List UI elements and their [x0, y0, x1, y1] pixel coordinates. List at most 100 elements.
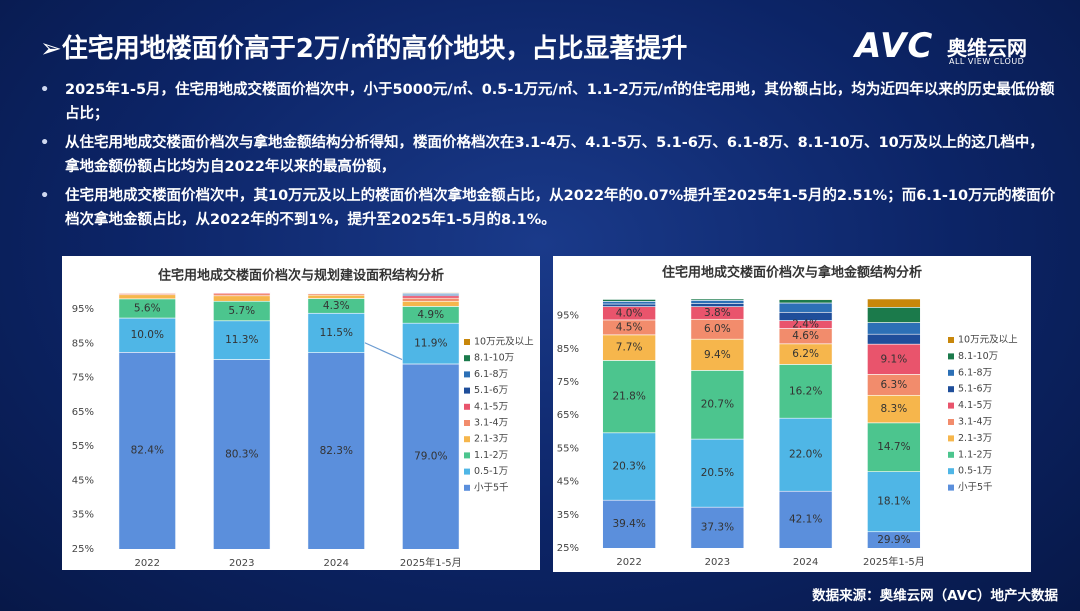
y-tick-label: 75% — [72, 373, 94, 384]
bar-segment — [118, 317, 176, 353]
x-tick-label: 2025年1-5月 — [400, 556, 462, 569]
bar-segment — [690, 299, 745, 301]
y-tick-label: 55% — [557, 443, 579, 454]
data-label: 4.9% — [417, 309, 444, 321]
data-label: 11.5% — [320, 327, 353, 339]
legend-swatch — [464, 452, 470, 459]
data-label: 29.9% — [877, 534, 910, 546]
bar-segment — [602, 432, 656, 501]
y-tick-label: 25% — [557, 543, 579, 554]
legend-swatch — [948, 419, 954, 425]
legend-label: 4.1-5万 — [958, 400, 992, 411]
bar-segment — [213, 295, 271, 302]
legend-label: 6.1-8万 — [958, 367, 992, 378]
data-label: 6.3% — [881, 379, 908, 391]
legend-swatch — [464, 355, 470, 362]
data-label: 4.6% — [792, 330, 819, 342]
bar-segment — [778, 417, 833, 492]
legend-swatch — [464, 484, 470, 491]
y-tick-label: 55% — [72, 441, 94, 452]
legend-swatch — [464, 371, 470, 378]
y-tick-label: 35% — [557, 510, 579, 521]
legend-label: 1.1-2万 — [958, 449, 992, 460]
legend-swatch — [948, 402, 954, 409]
data-label: 20.3% — [612, 460, 645, 472]
legend-label: 5.1-6万 — [958, 384, 992, 395]
bar-segment — [778, 299, 833, 300]
bar-segment — [402, 363, 460, 549]
y-tick-label: 25% — [72, 544, 94, 555]
bullet: 2025年1-5月，住宅用地成交楼面价档次中，小于5000元/㎡、0.5-1万元… — [38, 78, 1058, 126]
x-tick-label: 2022 — [135, 558, 160, 569]
y-tick-label: 45% — [72, 475, 94, 486]
legend-label: 6.1-8万 — [474, 369, 508, 380]
logo-name: 奥维云网 — [947, 36, 1027, 60]
bar-segment — [118, 294, 176, 300]
legend-swatch — [464, 339, 470, 345]
bar-segment — [778, 364, 833, 419]
data-label: 2.4% — [792, 319, 819, 331]
bar-segment — [602, 360, 656, 434]
data-label: 5.6% — [134, 302, 161, 314]
data-label: 42.1% — [789, 514, 822, 526]
bar-segment — [402, 292, 460, 293]
data-label: 11.3% — [225, 334, 258, 346]
legend-swatch — [948, 337, 954, 343]
legend-swatch — [948, 386, 954, 393]
bar-segment — [690, 338, 745, 371]
data-label: 4.0% — [616, 307, 643, 319]
data-label: 6.0% — [704, 323, 731, 335]
bar-segment — [778, 299, 833, 304]
bar-segment — [867, 333, 921, 345]
bar-segment — [307, 294, 365, 299]
data-label: 6.2% — [792, 348, 819, 360]
data-label: 10.0% — [131, 329, 164, 341]
bar-segment — [602, 303, 656, 307]
y-tick-label: 45% — [557, 477, 579, 488]
legend-swatch — [948, 468, 954, 475]
legend-label: 2.1-3万 — [958, 433, 992, 444]
bars — [118, 292, 460, 549]
legend-label: 3.1-4万 — [474, 418, 508, 429]
legend-swatch — [948, 369, 954, 376]
legend-swatch — [464, 420, 470, 426]
legend-label: 8.1-10万 — [958, 351, 998, 362]
legend-label: 4.1-5万 — [474, 401, 508, 412]
legend-label: 0.5-1万 — [958, 466, 992, 477]
data-label: 9.1% — [881, 353, 908, 365]
bar-segment — [690, 300, 745, 304]
y-tick-label: 65% — [557, 410, 579, 421]
y-tick-label: 85% — [557, 344, 579, 355]
data-label: 4.3% — [323, 300, 350, 312]
data-label: 5.7% — [228, 305, 255, 317]
bar-segment — [118, 352, 176, 549]
bar-segment — [867, 394, 921, 424]
x-tick-label: 2022 — [616, 557, 641, 568]
data-label: 20.5% — [701, 467, 734, 479]
bar-segment — [213, 320, 271, 360]
data-label: 79.0% — [414, 450, 447, 462]
legend-swatch — [948, 484, 954, 491]
data-label: 9.4% — [704, 349, 731, 361]
legend-swatch — [464, 436, 470, 443]
legend-label: 0.5-1万 — [474, 466, 508, 477]
data-label: 39.4% — [612, 518, 645, 530]
legend-swatch — [948, 451, 954, 458]
legend-swatch — [948, 353, 954, 360]
chart-title: 住宅用地成交楼面价档次与规划建设面积结构分析 — [158, 268, 444, 284]
bar-segment — [867, 306, 921, 323]
bar-segment — [402, 297, 460, 302]
y-tick-label: 95% — [557, 311, 579, 322]
bullet-list: 2025年1-5月，住宅用地成交楼面价档次中，小于5000元/㎡、0.5-1万元… — [38, 78, 1058, 237]
data-label: 7.7% — [616, 342, 643, 354]
data-label: 16.2% — [789, 385, 822, 397]
data-label: 8.3% — [881, 403, 908, 415]
data-label: 14.7% — [877, 441, 910, 453]
bars — [602, 299, 921, 548]
data-label: 20.7% — [701, 399, 734, 411]
data-label: 18.1% — [877, 496, 910, 508]
data-label: 82.3% — [320, 445, 353, 457]
bar-segment — [307, 352, 365, 549]
